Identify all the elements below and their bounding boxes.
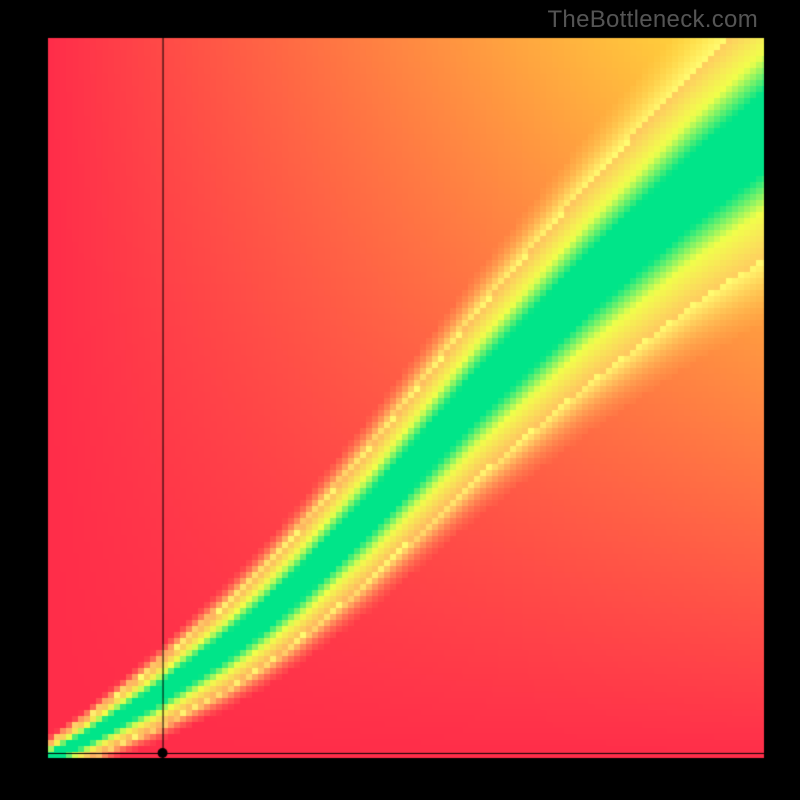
heatmap-canvas	[0, 0, 800, 800]
watermark-text: TheBottleneck.com	[547, 6, 758, 34]
chart-root: TheBottleneck.com	[0, 0, 800, 800]
